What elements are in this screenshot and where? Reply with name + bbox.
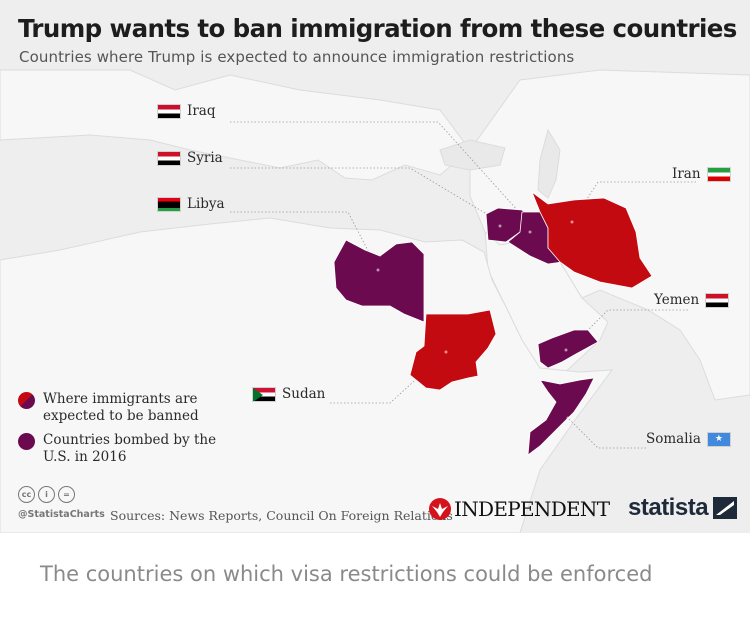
legend-banned-text: Where immigrants are expected to be bann… [43, 391, 199, 424]
sea-caspian [537, 128, 561, 199]
legend-bombed: Countries bombed by the U.S. in 2016 [18, 432, 218, 466]
label-libya: Libya [157, 196, 225, 212]
statista-wordmark: statista [628, 494, 709, 521]
land-europe [0, 69, 471, 181]
somalia-flag-icon: ★ [706, 431, 731, 447]
label-somalia: Somalia ★ [646, 431, 731, 447]
leader-libya [230, 211, 379, 271]
land-africa [0, 217, 614, 533]
country-yemen [537, 329, 599, 369]
sources-note: Sources: News Reports, Council On Foreig… [110, 508, 453, 523]
leader-lines [230, 121, 696, 449]
iraq-flag-icon [157, 103, 181, 119]
label-iraq-text: Iraq [187, 103, 216, 119]
label-yemen: Yemen [654, 292, 730, 308]
label-somalia-text: Somalia [646, 431, 701, 447]
capital-libya [376, 268, 380, 272]
statista-logo[interactable]: statista [628, 494, 738, 522]
no-derivatives-icon: = [58, 486, 75, 503]
capital-iran [570, 220, 574, 224]
label-syria-text: Syria [187, 150, 223, 166]
label-libya-text: Libya [187, 196, 225, 212]
license-icons: cc i = [18, 486, 75, 503]
label-iran-text: Iran [672, 166, 701, 182]
label-yemen-text: Yemen [654, 292, 700, 308]
label-sudan: Sudan [252, 386, 325, 402]
legend-banned-dot-icon [18, 392, 35, 409]
libya-flag-icon [157, 196, 181, 212]
capital-yemen [564, 348, 568, 352]
independent-logo[interactable]: INDEPENDENT [428, 497, 610, 521]
cc-icon: cc [18, 486, 35, 503]
country-sudan [409, 309, 497, 391]
capital-sudan [444, 350, 448, 354]
leader-sudan [330, 351, 447, 404]
label-iran: Iran [672, 166, 731, 182]
country-libya [333, 239, 425, 323]
legend-bombed-text: Countries bombed by the U.S. in 2016 [43, 432, 217, 465]
chart-title: Trump wants to ban immigration from thes… [18, 14, 737, 43]
country-somalia [527, 377, 595, 456]
label-iraq: Iraq [157, 103, 215, 119]
chart-subtitle: Countries where Trump is expected to ann… [19, 48, 575, 66]
independent-wordmark: INDEPENDENT [454, 497, 610, 521]
image-caption: The countries on which visa restrictions… [40, 562, 653, 586]
syria-flag-icon [157, 150, 181, 166]
leader-syria [230, 167, 501, 223]
attribution-icon: i [38, 486, 55, 503]
country-iran [531, 190, 653, 289]
legend-banned: Where immigrants are expected to be bann… [18, 391, 218, 425]
legend-bombed-dot-icon [18, 433, 35, 450]
capital-somalia [566, 416, 570, 420]
statista-mark-icon [713, 497, 738, 519]
infographic: Trump wants to ban immigration from thes… [0, 0, 750, 533]
capital-iraq [528, 230, 532, 234]
sea-black [439, 139, 506, 171]
eagle-icon [429, 498, 451, 520]
yemen-flag-icon [705, 292, 730, 308]
statista-handle: @StatistaCharts [18, 509, 105, 520]
label-syria: Syria [157, 150, 223, 166]
leader-somalia [567, 417, 646, 449]
sudan-flag-icon [252, 386, 276, 402]
map [0, 69, 750, 533]
label-sudan-text: Sudan [282, 386, 326, 402]
iran-flag-icon [706, 166, 731, 182]
leader-iraq [230, 121, 529, 223]
capital-syria [498, 224, 502, 228]
capital-dots [376, 220, 574, 420]
